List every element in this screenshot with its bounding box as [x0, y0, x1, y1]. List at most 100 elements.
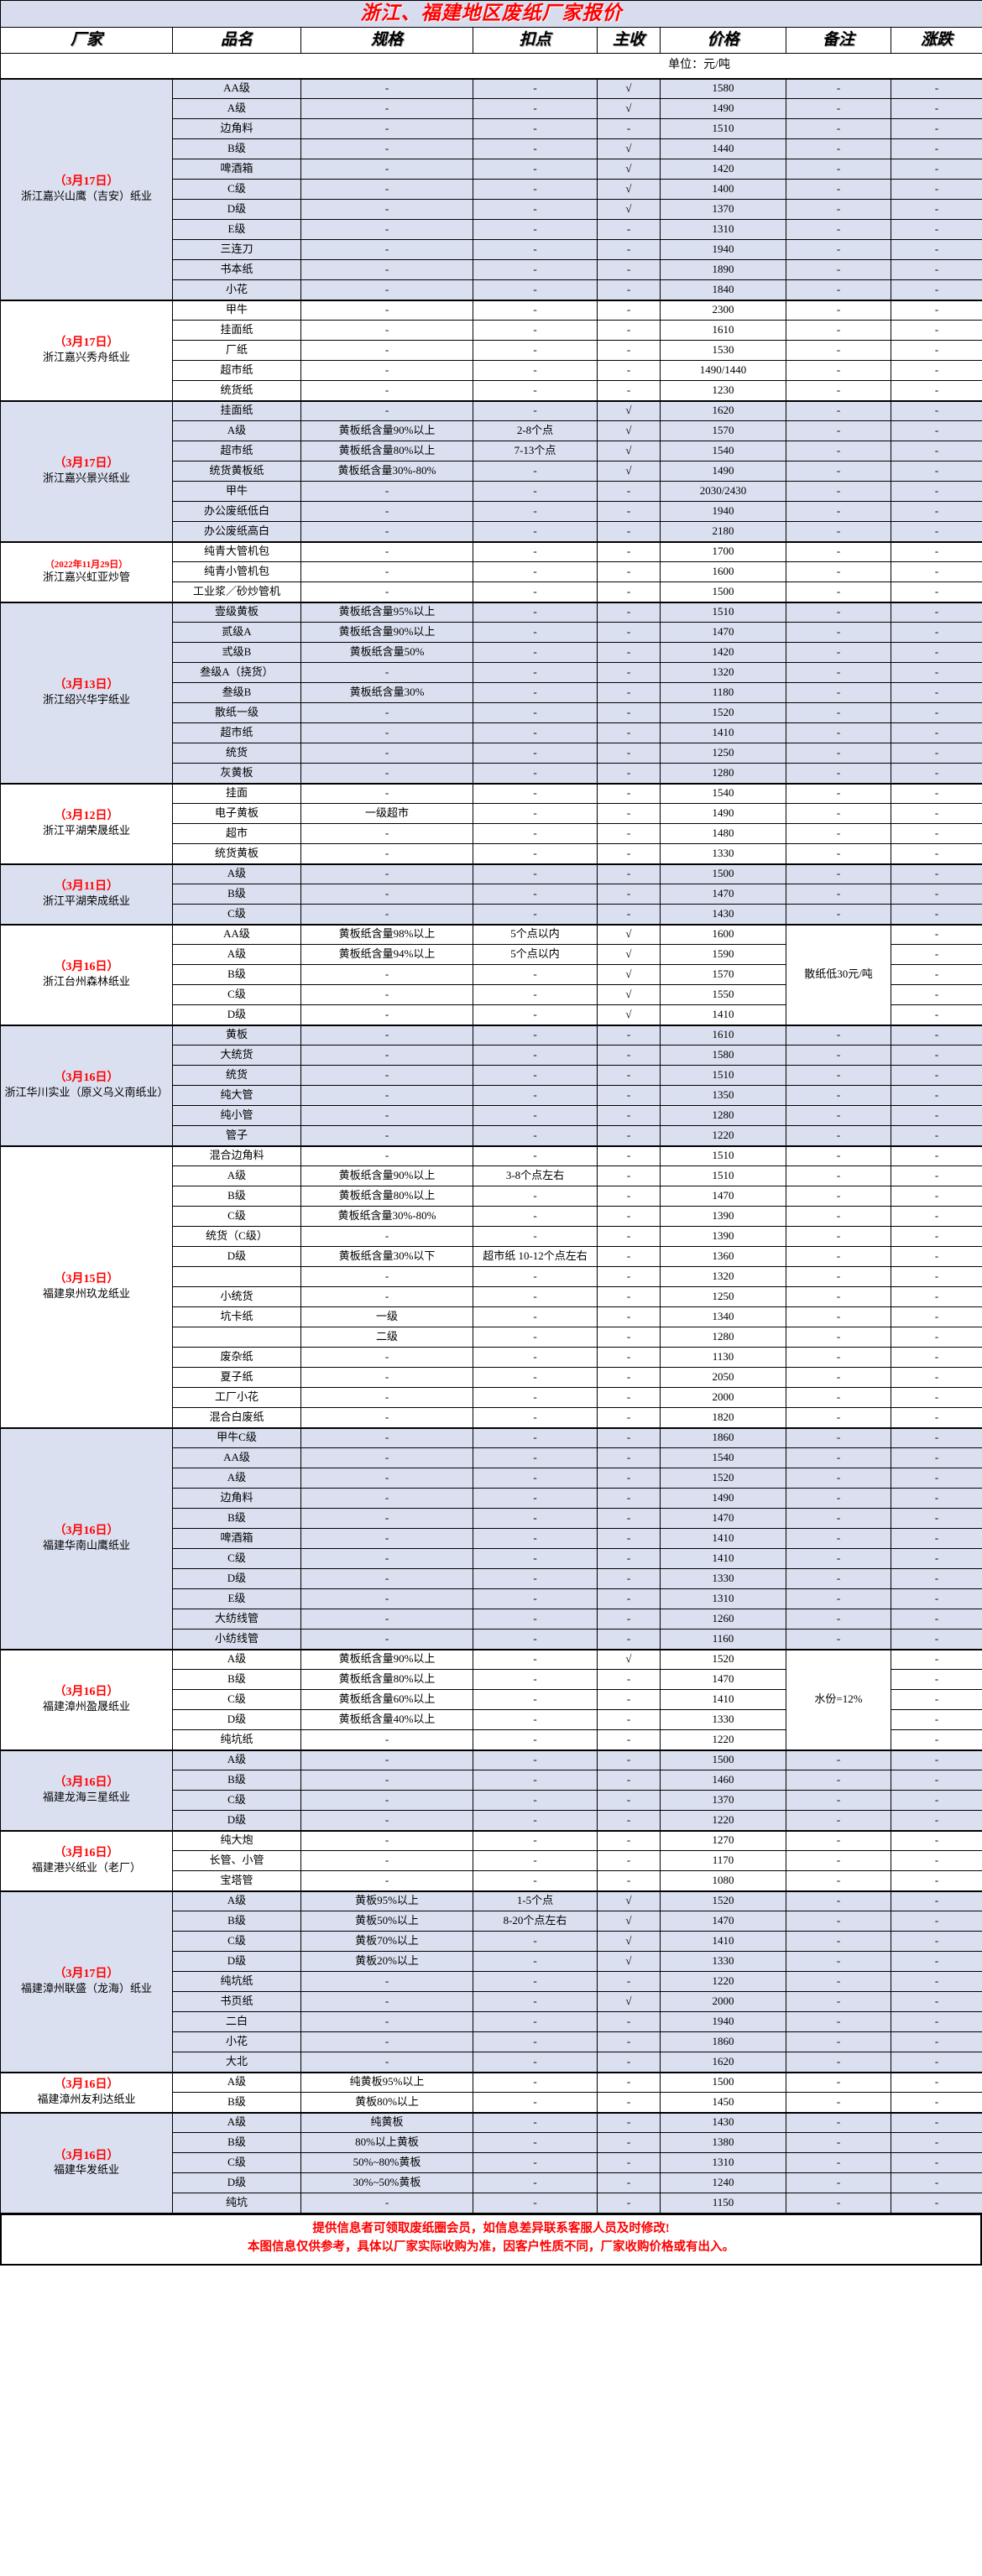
change-cell: - [891, 2071, 982, 2093]
remark-cell: - [786, 803, 891, 824]
main-purchase-cell: - [597, 279, 661, 300]
remark-cell: - [786, 1468, 891, 1489]
product-name-cell: 超市纸 [172, 722, 301, 743]
product-name-cell: B级 [172, 2092, 301, 2113]
discount-cell: 1-5个点 [473, 1890, 598, 1911]
discount-cell: - [473, 1548, 598, 1569]
price-cell: 1370 [660, 199, 786, 220]
column-header-row: 厂家 品名 规格 扣点 主收 价格 备注 涨跌 [0, 27, 982, 54]
spec-cell: 30%~50%黄板 [300, 2172, 473, 2193]
change-cell: - [891, 320, 982, 341]
table-row: 纯青小管机包 - - -1600- - [1, 561, 982, 582]
remark-cell: - [786, 1367, 891, 1388]
product-name-cell: 超市纸 [172, 360, 301, 381]
table-row: D级 - - -1330- - [1, 1568, 982, 1589]
main-purchase-cell: - [597, 219, 661, 240]
price-cell: 1390 [660, 1226, 786, 1247]
product-name-cell: 统货黄板 [172, 843, 301, 864]
change-cell: - [891, 2011, 982, 2032]
table-row: 甲牛 - - -2030/2430- - [1, 481, 982, 502]
column-header-spec: 规格 [300, 27, 473, 54]
main-purchase-cell: - [597, 1870, 661, 1891]
table-row: 弎级B 黄板纸含量50% - -1420- - [1, 642, 982, 663]
spec-cell: - [300, 118, 473, 139]
change-cell: - [891, 1729, 982, 1750]
column-header-change: 涨跌 [891, 27, 982, 54]
spec-cell: - [300, 1528, 473, 1549]
discount-cell: - [473, 1508, 598, 1529]
price-cell: 1860 [660, 1426, 786, 1448]
main-purchase-cell: √ [597, 138, 661, 159]
remark-cell: - [786, 1810, 891, 1831]
factory-cell[interactable]: （3月17日） 浙江嘉兴秀舟纸业 [0, 299, 173, 401]
price-cell: 1130 [660, 1347, 786, 1368]
factory-cell[interactable]: （3月16日） 福建漳州友利达纸业 [0, 2071, 173, 2113]
table-row: 小纺线管 - - -1160- - [1, 1629, 982, 1650]
factory-cell[interactable]: （3月11日） 浙江平湖荣成纸业 [0, 863, 173, 925]
remark-cell: - [786, 1186, 891, 1207]
discount-cell: - [473, 2111, 598, 2133]
discount-cell: - [473, 1609, 598, 1630]
discount-cell: - [473, 1488, 598, 1509]
product-name-cell: B级 [172, 1770, 301, 1791]
table-row: （3月16日） 福建漳州盈晟纸业 A级 黄板纸含量90%以上 - √ 1520 水份=12% - [0, 1648, 982, 1750]
factory-cell[interactable]: （3月16日） 福建华南山鹰纸业 [0, 1426, 173, 1650]
factory-cell[interactable]: （3月13日） 浙江绍兴华宇纸业 [0, 601, 173, 784]
discount-cell: - [473, 299, 598, 321]
factory-cell[interactable]: （3月16日） 福建港兴纸业（老厂） [0, 1829, 173, 1891]
price-cell: 1600 [660, 923, 786, 945]
factory-name: 浙江绍兴华宇纸业 [42, 692, 130, 706]
table-row: 超市纸 黄板纸含量80%以上 7-13个点 √ 1540- - [1, 441, 982, 461]
factory-cell[interactable]: （3月16日） 浙江华川实业（原义乌义南纸业） [0, 1024, 173, 1146]
footer-notes: 提供信息者可领取废纸圈会员，如信息差异联系客服人员及时修改! 本图信息仅供参考，… [0, 2214, 982, 2266]
price-cell: 1840 [660, 279, 786, 300]
product-name-cell: B级 [172, 1669, 301, 1690]
factory-cell[interactable]: （3月16日） 福建漳州盈晟纸业 [0, 1648, 173, 1750]
main-purchase-cell: - [597, 1045, 661, 1066]
remark-cell: - [786, 1931, 891, 1952]
remark-cell: - [786, 1548, 891, 1569]
change-cell: - [891, 1065, 982, 1086]
factory-cell[interactable]: （3月16日） 浙江台州森林纸业 [0, 923, 173, 1025]
main-purchase-cell: - [597, 118, 661, 139]
main-purchase-cell: - [597, 1971, 661, 1992]
product-name-cell: C级 [172, 984, 301, 1005]
table-row: （3月16日） 浙江台州森林纸业 AA级 黄板纸含量98%以上 5个点以内 √ 1600 散纸… [0, 923, 982, 1025]
price-cell: 1220 [660, 1729, 786, 1750]
change-cell: - [891, 1568, 982, 1589]
remark-cell: - [786, 98, 891, 119]
table-row: 啤酒箱 - - -1410- - [1, 1528, 982, 1549]
factory-cell[interactable]: （3月15日） 福建泉州玖龙纸业 [0, 1145, 173, 1428]
discount-cell: - [473, 279, 598, 300]
change-cell: - [891, 2031, 982, 2052]
factory-cell[interactable]: （2022年11月29日） 浙江嘉兴虹亚炒管 [0, 540, 173, 602]
change-cell: - [891, 682, 982, 703]
price-cell: 1470 [660, 1508, 786, 1529]
spec-cell: - [300, 763, 473, 784]
price-cell: 1360 [660, 1246, 786, 1267]
table-row: 二级 - -1280- - [1, 1327, 982, 1348]
remark-cell: - [786, 763, 891, 784]
price-cell: 1310 [660, 2152, 786, 2173]
factory-cell[interactable]: （3月17日） 浙江嘉兴景兴纸业 [0, 399, 173, 542]
factory-date: （3月16日） [54, 961, 119, 974]
factory-cell[interactable]: （3月16日） 福建华发纸业 [0, 2111, 173, 2214]
change-cell: - [891, 219, 982, 240]
product-name-cell [172, 1327, 301, 1348]
remark-cell: - [786, 1347, 891, 1368]
factory-cell[interactable]: （3月17日） 福建漳州联盛（龙海）纸业 [0, 1890, 173, 2073]
spec-cell: - [300, 179, 473, 200]
factory-cell[interactable]: （3月17日） 浙江嘉兴山鹰（吉安）纸业 [0, 77, 173, 300]
factory-cell[interactable]: （3月12日） 浙江平湖荣晟纸业 [0, 782, 173, 864]
spec-cell: - [300, 1024, 473, 1046]
factory-date: （3月11日） [54, 880, 119, 894]
product-name-cell: 甲牛 [172, 481, 301, 502]
remark-cell: - [786, 702, 891, 723]
factory-name: 福建漳州联盛（龙海）纸业 [20, 1981, 152, 1995]
spec-cell: - [300, 964, 473, 985]
table-row: 啤酒箱 - - √ 1420- - [1, 159, 982, 180]
product-name-cell: 长管、小管 [172, 1850, 301, 1871]
main-purchase-cell: - [597, 501, 661, 522]
factory-cell[interactable]: （3月16日） 福建龙海三星纸业 [0, 1749, 173, 1831]
discount-cell: 8-20个点左右 [473, 1911, 598, 1932]
